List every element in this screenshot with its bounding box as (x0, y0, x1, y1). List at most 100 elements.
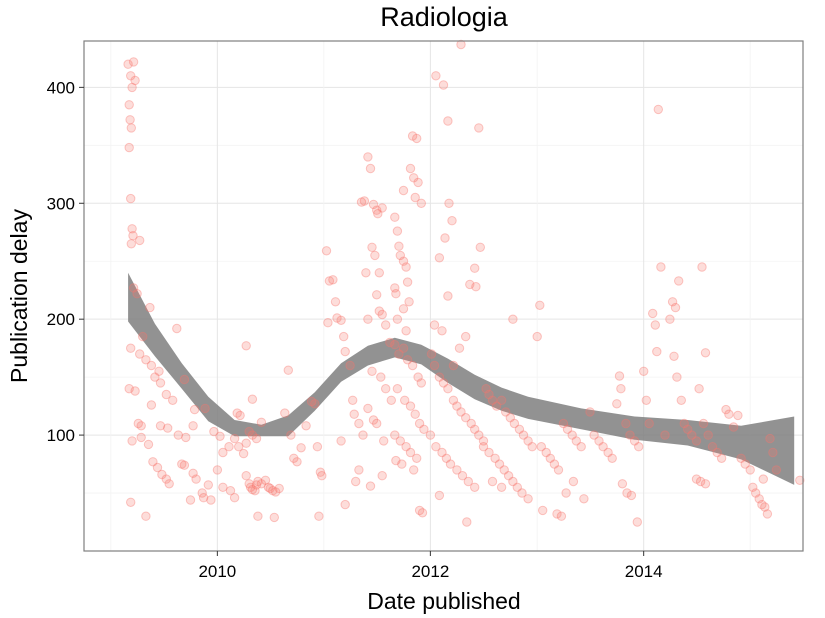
data-point (465, 279, 475, 290)
data-point (377, 203, 387, 213)
data-point (345, 360, 355, 371)
data-point (448, 360, 459, 371)
data-point (629, 436, 640, 446)
data-point (367, 242, 377, 253)
data-point (392, 226, 403, 236)
y-tick-label: 200 (47, 310, 75, 329)
data-point (268, 486, 278, 496)
data-point (271, 487, 281, 497)
data-point (340, 346, 350, 357)
data-point (381, 320, 391, 330)
data-point (496, 395, 507, 405)
data-point (545, 453, 555, 463)
data-point (172, 323, 182, 334)
data-point (503, 471, 514, 481)
data-point (475, 242, 485, 253)
data-point (247, 430, 258, 440)
data-point (148, 457, 158, 467)
data-point (164, 479, 174, 489)
data-point (321, 246, 332, 256)
data-point (665, 314, 675, 324)
data-point (758, 474, 768, 484)
data-point (700, 348, 711, 358)
data-point (404, 297, 414, 307)
data-point (126, 193, 136, 204)
data-point (250, 486, 260, 496)
y-tick-label: 100 (47, 426, 75, 445)
data-point (157, 469, 167, 480)
data-point (417, 508, 428, 518)
data-point (212, 465, 223, 475)
data-point (127, 224, 137, 234)
data-point (462, 517, 472, 527)
data-point (128, 283, 139, 293)
data-point (386, 395, 396, 405)
data-point (395, 250, 405, 261)
data-point (365, 481, 376, 491)
data-point (676, 395, 686, 405)
data-point (340, 499, 350, 510)
data-point (330, 297, 341, 307)
data-point (410, 192, 420, 203)
data-point (443, 116, 453, 126)
data-point (470, 424, 480, 434)
data-point (138, 331, 148, 342)
data-point (146, 400, 157, 410)
data-point (445, 459, 456, 469)
data-point (363, 403, 373, 414)
data-point (644, 418, 654, 429)
data-point (538, 505, 548, 516)
grid-lines (84, 41, 803, 551)
data-point (765, 433, 775, 444)
data-point (124, 142, 134, 153)
data-point (687, 430, 697, 440)
data-point (517, 488, 527, 498)
data-point (280, 408, 290, 418)
data-point (496, 482, 507, 492)
data-point (127, 82, 137, 93)
data-point (552, 509, 562, 519)
data-point (484, 389, 494, 400)
data-point (234, 442, 244, 452)
data-point (373, 209, 383, 219)
data-point (556, 511, 567, 521)
data-point (579, 494, 589, 504)
data-point (135, 349, 145, 359)
data-point (365, 163, 376, 174)
data-point (203, 480, 214, 490)
data-point (405, 447, 416, 458)
data-point (168, 395, 178, 405)
data-point (679, 418, 689, 429)
data-point (612, 399, 622, 409)
data-point (532, 331, 542, 342)
data-point (177, 459, 187, 469)
chart-title: Radiologia (380, 2, 509, 32)
data-point (292, 457, 302, 467)
data-point (312, 442, 323, 452)
data-point (125, 115, 135, 125)
data-point (501, 407, 511, 417)
data-point (244, 479, 254, 489)
data-point (152, 462, 163, 473)
data-point (672, 372, 682, 382)
data-point (431, 71, 441, 81)
data-point (695, 476, 706, 487)
data-point (412, 133, 422, 144)
data-point (132, 289, 142, 299)
data-point (795, 475, 805, 485)
data-point (372, 418, 382, 429)
data-point (452, 465, 462, 475)
data-point (256, 417, 267, 427)
data-point (161, 474, 172, 484)
data-point (392, 384, 403, 394)
data-point (197, 488, 207, 498)
data-point (461, 413, 471, 423)
data-point (505, 413, 515, 423)
data-point (585, 407, 595, 417)
data-point (126, 343, 136, 353)
data-point (667, 297, 678, 307)
data-point (626, 490, 637, 501)
data-point (358, 430, 368, 440)
data-point (508, 476, 518, 487)
